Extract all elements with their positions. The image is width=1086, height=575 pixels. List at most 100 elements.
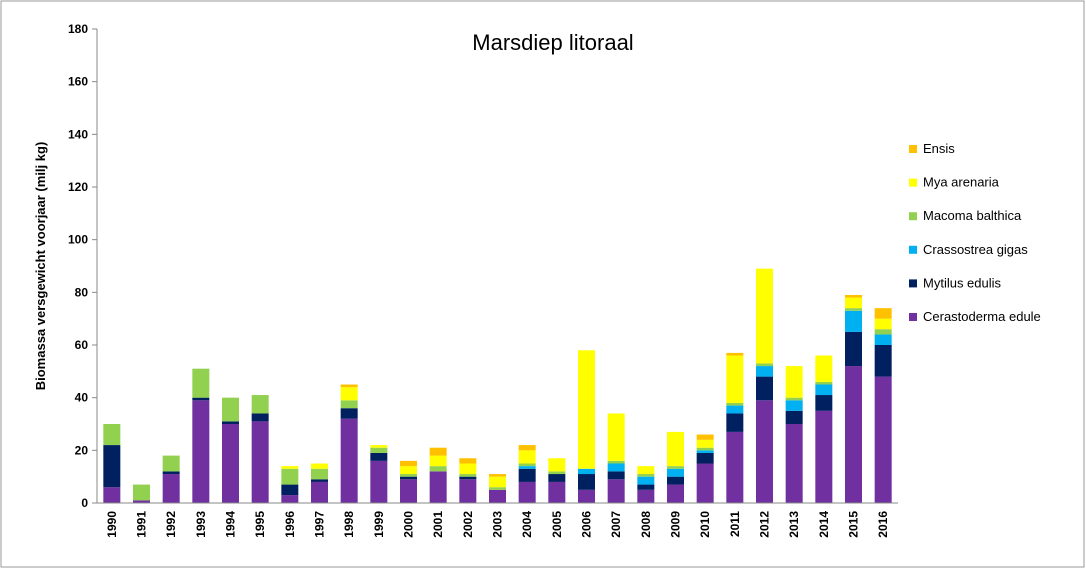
bar-segment	[726, 402, 744, 406]
legend-label: Ensis	[923, 141, 955, 156]
bar-segment	[459, 476, 477, 480]
y-tick-label: 60	[75, 338, 89, 352]
bar-segment	[756, 400, 773, 503]
bar-segment	[370, 447, 388, 453]
bar-segment	[103, 445, 121, 488]
y-tick-label: 100	[68, 233, 88, 247]
bar-segment	[311, 468, 328, 480]
bar-segment	[667, 468, 684, 477]
bar-segment	[637, 484, 655, 490]
bar-segment	[518, 468, 536, 482]
bar-segment	[251, 395, 269, 414]
x-tick-label: 2014	[817, 511, 831, 538]
bar-segment	[696, 434, 714, 440]
bar-segment	[696, 447, 714, 451]
x-tick-label: 2013	[787, 511, 801, 538]
bar-segment	[756, 376, 773, 401]
x-tick-label: 2011	[728, 511, 742, 537]
x-tick-label: 1995	[253, 511, 267, 538]
x-tick-label: 2016	[876, 511, 890, 538]
bar-segment	[874, 334, 892, 345]
legend-swatch	[909, 178, 917, 187]
bar-segment	[429, 466, 447, 472]
x-tick-label: 1994	[224, 511, 238, 538]
bar-segment	[192, 397, 210, 401]
bar-segment	[251, 413, 269, 422]
x-tick-label: 2000	[402, 511, 416, 538]
y-axis-label: Biomassa versgewicht voorjaar (milj kg)	[33, 142, 48, 391]
bar-segment	[103, 487, 121, 503]
bar-segment	[518, 481, 536, 503]
bar-segment	[845, 331, 862, 367]
bar-segment	[133, 484, 150, 501]
x-tick-label: 2004	[520, 511, 534, 538]
bar-segment	[845, 366, 862, 503]
bar-segment	[489, 489, 506, 503]
bar-segment	[518, 445, 536, 451]
legend-label: Mytilus edulis	[923, 275, 1002, 290]
bar-segment	[815, 410, 833, 503]
legend-swatch	[909, 313, 917, 321]
bar-segment	[222, 397, 239, 422]
bar-segment	[281, 495, 299, 503]
legend-label: Mya arenaria	[923, 175, 1000, 190]
bar-segment	[637, 474, 655, 477]
bar-segment	[162, 474, 180, 503]
bar-segment	[756, 268, 773, 364]
bar-segment	[518, 466, 536, 469]
x-tick-label: 2008	[639, 511, 653, 538]
bar-segment	[726, 405, 744, 414]
bar-segment	[281, 484, 299, 496]
bar-segment	[222, 421, 239, 424]
legend-swatch	[909, 245, 917, 254]
bar-segment	[311, 481, 328, 503]
legend-label: Crassostrea gigas	[923, 242, 1028, 257]
bar-segment	[400, 460, 417, 467]
bar-segment	[489, 476, 506, 488]
bar-segment	[607, 471, 625, 480]
bar-segment	[459, 474, 477, 477]
bar-segment	[696, 452, 714, 464]
bar-segment	[726, 413, 744, 432]
bar-segment	[162, 471, 180, 475]
bar-segment	[578, 350, 595, 469]
bar-segment	[874, 329, 892, 335]
bar-segment	[311, 479, 328, 482]
bar-segment	[637, 466, 655, 475]
bar-segment	[192, 400, 210, 503]
x-tick-label: 1993	[194, 511, 208, 538]
bar-segment	[815, 395, 833, 411]
bar-segment	[459, 479, 477, 503]
bar-segment	[400, 466, 417, 475]
bar-segment	[815, 355, 833, 382]
bar-segment	[845, 310, 862, 332]
bar-segment	[726, 431, 744, 503]
bar-segment	[785, 397, 803, 401]
bar-segment	[667, 431, 684, 467]
bar-segment	[607, 460, 625, 464]
legend-label: Cerastoderma edule	[923, 309, 1041, 324]
bar-segment	[726, 355, 744, 403]
bar-segment	[370, 445, 388, 448]
x-tick-label: 1997	[313, 511, 327, 538]
legend-label: Macoma balthica	[923, 208, 1022, 223]
bar-segment	[637, 489, 655, 503]
y-tick-label: 140	[68, 127, 88, 141]
bar-segment	[785, 400, 803, 411]
bar-segment	[845, 297, 862, 309]
bar-segment	[518, 463, 536, 467]
bar-segment	[696, 450, 714, 453]
bar-segment	[251, 421, 269, 503]
bar-segment	[370, 460, 388, 503]
bar-segment	[489, 487, 506, 490]
x-tick-label: 2012	[758, 511, 772, 538]
bar-segment	[459, 458, 477, 464]
bar-segment	[726, 352, 744, 356]
bar-segment	[637, 476, 655, 485]
bar-segment	[607, 463, 625, 472]
x-tick-label: 1992	[164, 511, 178, 538]
bar-segment	[845, 294, 862, 298]
bar-segment	[874, 318, 892, 330]
